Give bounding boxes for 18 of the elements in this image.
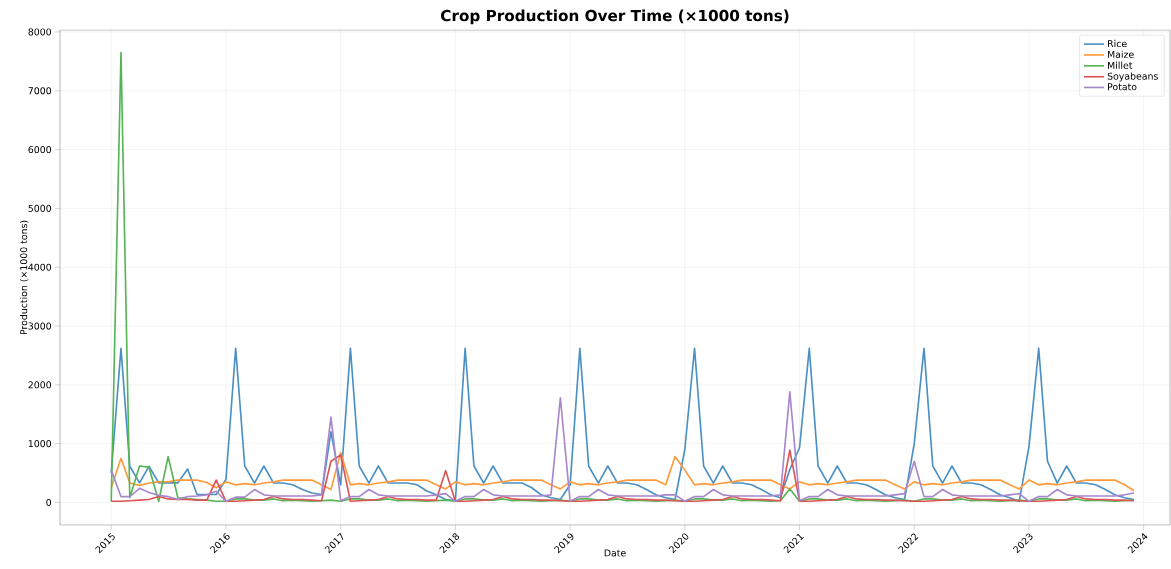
legend-label: Maize xyxy=(1108,50,1134,58)
y-axis-title: Production (×1000 tons) xyxy=(20,220,29,335)
y-tick-label: 6000 xyxy=(28,146,52,154)
legend-label: Rice xyxy=(1108,39,1127,48)
legend-label: Millet xyxy=(1108,61,1133,69)
x-axis-title: Date xyxy=(604,549,626,557)
y-tick-label: 0 xyxy=(46,498,52,506)
y-tick-label: 8000 xyxy=(28,28,52,36)
y-tick-label: 4000 xyxy=(28,263,52,271)
y-tick-label: 1000 xyxy=(28,440,52,448)
y-tick-label: 5000 xyxy=(28,204,52,212)
legend-label: Soyabeans xyxy=(1107,72,1158,82)
y-tick-label: 7000 xyxy=(28,87,52,95)
legend-label: Potato xyxy=(1108,83,1137,91)
y-tick-label: 2000 xyxy=(28,381,52,389)
line-series xyxy=(110,449,1135,503)
chart-title: Crop Production Over Time (×1000 tons) xyxy=(441,9,789,25)
y-tick-label: 3000 xyxy=(28,322,52,330)
